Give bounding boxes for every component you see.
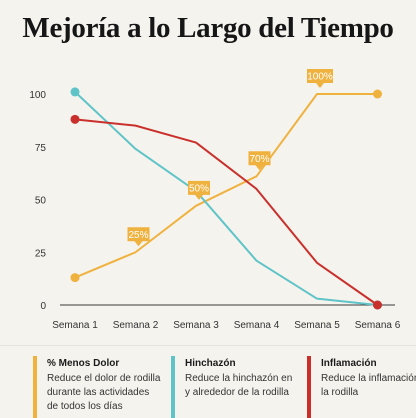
x-tick-label: Semana 1: [52, 320, 98, 331]
legend-color-bar: [171, 356, 175, 418]
chart-title: Mejoría a lo Largo del Tiempo: [22, 12, 394, 44]
callout-bubble: [248, 151, 271, 171]
callout-bubble: [127, 227, 150, 247]
callout-bubble: [307, 69, 333, 88]
legend-description: Reduce la hinchazón en y alrededor de la…: [185, 373, 293, 398]
data-point: [70, 273, 80, 283]
callout-label: 25%: [128, 230, 148, 241]
legend-description: Reduce la inflamación en la rodilla: [321, 373, 416, 398]
axis-layer: 0 25 50 75 100 Semana 1 Semana 2 Semana 3 Semana…: [29, 90, 400, 331]
legend-title: % Menos Dolor: [47, 358, 120, 369]
legend-description: Reduce el dolor de rodilla durante las a…: [47, 373, 161, 412]
value-callout: 70%: [248, 151, 271, 171]
data-point: [373, 300, 382, 310]
data-point: [70, 114, 80, 124]
series-layer: [70, 87, 382, 310]
line-chart: 0 25 50 75 100 Semana 1 Semana 2 Semana 3 Semana…: [29, 69, 401, 331]
y-tick-label: 50: [35, 196, 47, 207]
callout-label: 50%: [189, 183, 209, 194]
callout-label: 70%: [249, 154, 269, 165]
legend-item-hinchazon: Hinchazón Reduce la hinchazón en y alred…: [171, 354, 299, 418]
x-tick-label: Semana 5: [294, 320, 340, 331]
legend-title: Inflamación: [321, 358, 377, 369]
x-tick-label: Semana 3: [173, 320, 219, 331]
value-callout: 100%: [307, 69, 333, 88]
series-line-0: [74, 93, 379, 279]
series-line-2: [74, 118, 379, 306]
legend-color-bar: [307, 356, 311, 418]
callout-bubble: [188, 180, 210, 200]
annotation-layer: 25% 50% 70% 100%: [127, 69, 333, 247]
y-tick-label: 0: [40, 301, 46, 312]
value-callout: 50%: [188, 180, 210, 200]
legend: % Menos Dolor Reduce el dolor de rodilla…: [0, 345, 416, 418]
legend-color-bar: [33, 356, 37, 418]
legend-item-dolor: % Menos Dolor Reduce el dolor de rodilla…: [33, 354, 161, 418]
y-tick-label: 75: [35, 143, 47, 154]
x-tick-label: Semana 2: [113, 320, 159, 331]
legend-item-inflamacion: Inflamación Reduce la inflamación en la …: [307, 354, 416, 418]
y-tick-label: 25: [35, 248, 47, 259]
callout-label: 100%: [307, 72, 333, 83]
x-tick-label: Semana 6: [355, 320, 401, 331]
series-line-1: [74, 90, 379, 306]
y-tick-label: 100: [29, 90, 46, 101]
legend-title: Hinchazón: [185, 358, 236, 369]
data-point: [70, 87, 80, 97]
data-point: [373, 89, 382, 99]
x-tick-label: Semana 4: [234, 320, 280, 331]
value-callout: 25%: [127, 227, 150, 247]
